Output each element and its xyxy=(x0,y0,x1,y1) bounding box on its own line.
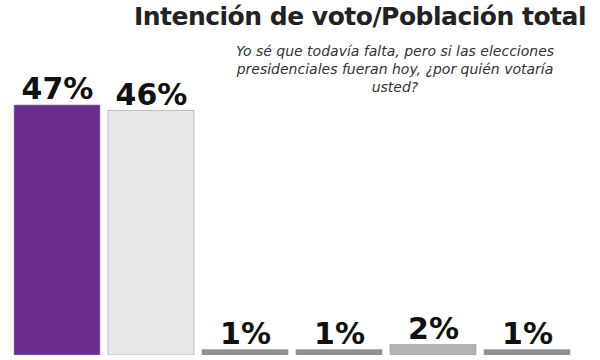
html-text:Intención de voto/Población to: Intención de voto/Población total xyxy=(133,2,586,31)
svg-text:46%: 46% xyxy=(116,77,188,112)
svg-text:1%: 1% xyxy=(502,316,553,351)
svg-text:2%: 2% xyxy=(408,311,459,346)
svg-text:47%: 47% xyxy=(22,71,94,106)
html-text:Yo sé que todavía falta, pero: Yo sé que todavía falta, pero si las ele… xyxy=(235,43,555,95)
svg-text:1%: 1% xyxy=(314,316,365,351)
svg-text:1%: 1% xyxy=(220,316,271,351)
